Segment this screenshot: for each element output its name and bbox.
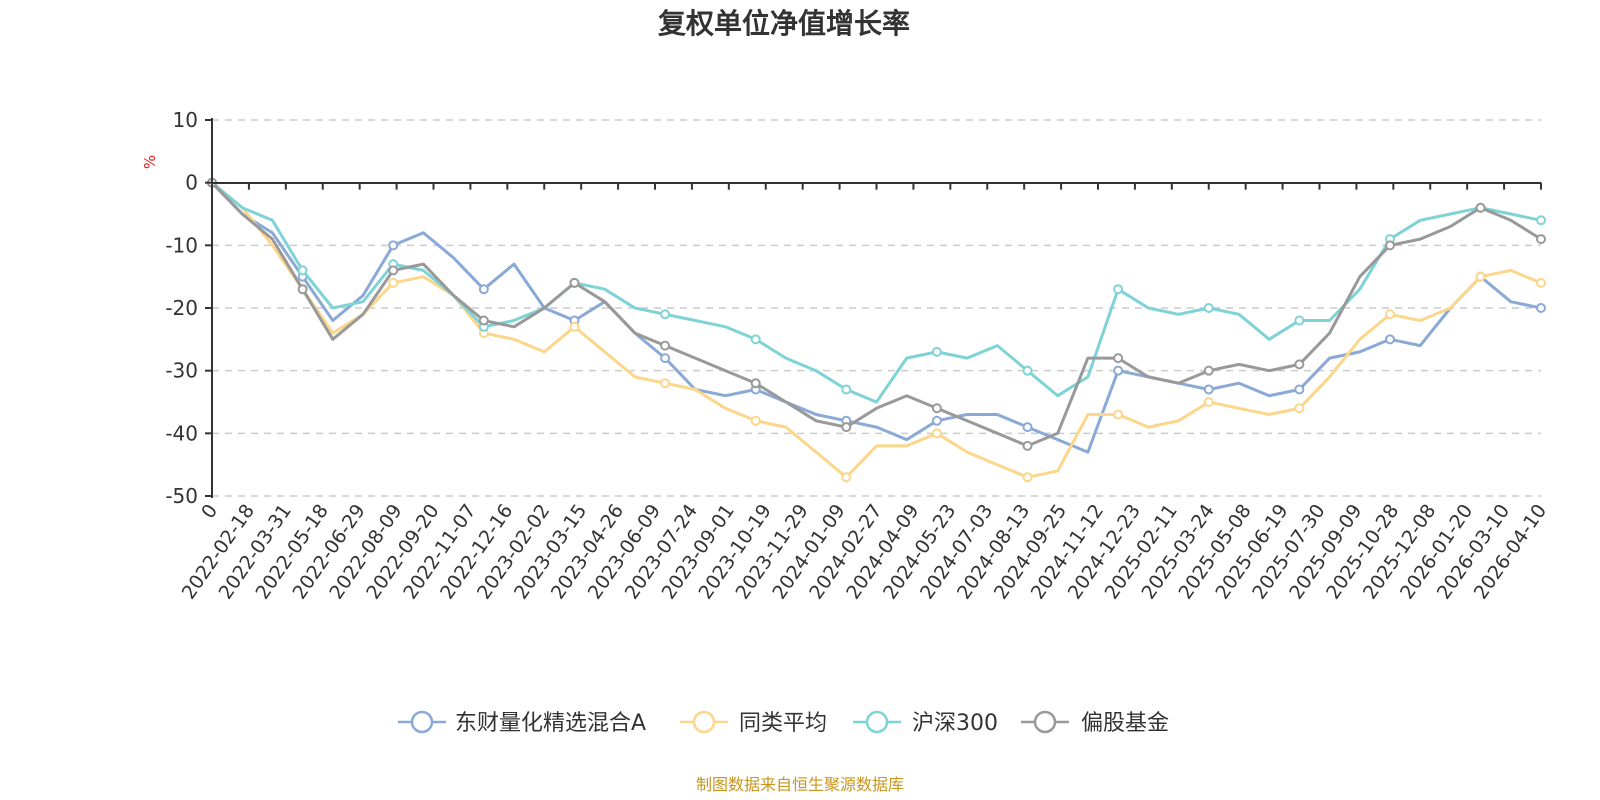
data-point bbox=[841, 384, 852, 395]
data-point bbox=[1203, 303, 1214, 313]
data-point bbox=[297, 265, 308, 276]
legend-item[interactable]: 沪深300 bbox=[853, 710, 998, 736]
data-point bbox=[1294, 384, 1305, 395]
data-point bbox=[750, 334, 761, 345]
series-line bbox=[211, 181, 1542, 479]
legend-marker bbox=[692, 710, 716, 734]
legend-marker bbox=[1033, 710, 1057, 734]
data-point bbox=[1203, 365, 1214, 376]
data-point bbox=[388, 240, 399, 251]
series-layer bbox=[207, 177, 1546, 483]
data-point bbox=[1113, 365, 1124, 376]
y-tick-label: -10 bbox=[165, 233, 198, 257]
series-line bbox=[210, 181, 1542, 448]
y-tick-label: -20 bbox=[165, 296, 198, 320]
data-point bbox=[1384, 240, 1395, 251]
series-line bbox=[211, 181, 1542, 404]
data-point bbox=[569, 277, 580, 288]
legend-item[interactable]: 同类平均 bbox=[680, 710, 827, 736]
data-point bbox=[1475, 202, 1486, 213]
chart-title: 复权单位净值增长率 bbox=[658, 7, 910, 40]
data-point bbox=[1203, 384, 1214, 395]
y-tick-label: 0 bbox=[185, 171, 198, 195]
data-point bbox=[1384, 309, 1395, 320]
data-point bbox=[1022, 440, 1033, 451]
data-point bbox=[931, 346, 942, 357]
data-point bbox=[1113, 353, 1124, 364]
data-point bbox=[931, 428, 942, 439]
data-point bbox=[660, 378, 671, 389]
data-point bbox=[931, 403, 942, 414]
data-point bbox=[1384, 334, 1395, 345]
data-point bbox=[1022, 472, 1033, 483]
y-tick-label: -40 bbox=[165, 421, 198, 445]
data-point bbox=[1475, 271, 1486, 282]
legend-item[interactable]: 偏股基金 bbox=[1021, 710, 1169, 736]
x-tick-label: 0 bbox=[197, 500, 222, 523]
data-point bbox=[841, 472, 852, 483]
legend-item[interactable]: 东财量化精选混合A bbox=[398, 710, 646, 736]
y-tick-label: -50 bbox=[165, 484, 198, 508]
data-point bbox=[660, 309, 671, 320]
series-line bbox=[210, 181, 1542, 454]
series-4 bbox=[207, 177, 1546, 451]
data-point bbox=[1113, 284, 1124, 295]
data-point bbox=[1203, 397, 1214, 407]
source-note: 制图数据来自恒生聚源数据库 bbox=[696, 775, 904, 794]
legend-marker bbox=[865, 710, 889, 734]
data-point bbox=[750, 415, 761, 426]
data-point bbox=[297, 284, 308, 295]
legend-label: 同类平均 bbox=[739, 711, 827, 736]
series-2 bbox=[207, 177, 1546, 483]
y-ticks: 10 0 -10 -20 -30 -40 -50 bbox=[165, 108, 212, 508]
series-3 bbox=[207, 177, 1546, 404]
data-point bbox=[660, 353, 671, 364]
data-point bbox=[1536, 277, 1546, 288]
data-point bbox=[1536, 303, 1546, 313]
data-point bbox=[1022, 422, 1033, 433]
data-point bbox=[388, 277, 399, 288]
data-point bbox=[931, 415, 942, 426]
grid bbox=[212, 119, 1541, 497]
data-point bbox=[478, 284, 489, 295]
legend-label: 沪深300 bbox=[912, 711, 998, 736]
legend-label: 东财量化精选混合A bbox=[455, 711, 646, 736]
data-point bbox=[569, 321, 580, 332]
legend-marker bbox=[410, 710, 434, 734]
data-point bbox=[750, 378, 761, 389]
data-point bbox=[478, 315, 489, 326]
series-1 bbox=[207, 177, 1546, 454]
y-tick-label: 10 bbox=[173, 108, 198, 132]
data-point bbox=[1022, 365, 1033, 376]
data-point bbox=[1294, 359, 1305, 370]
data-point bbox=[1294, 403, 1305, 414]
data-point bbox=[1113, 409, 1124, 420]
data-point bbox=[660, 340, 671, 351]
data-point bbox=[1536, 215, 1546, 226]
y-tick-label: -30 bbox=[165, 359, 198, 383]
y-axis-unit: % bbox=[141, 155, 159, 169]
data-point bbox=[841, 422, 852, 433]
legend-label: 偏股基金 bbox=[1081, 711, 1169, 736]
data-point bbox=[388, 265, 399, 276]
data-point bbox=[1536, 234, 1546, 245]
data-point bbox=[1294, 315, 1305, 326]
legend: 东财量化精选混合A 同类平均 沪深300 偏股基金 bbox=[398, 710, 1169, 736]
